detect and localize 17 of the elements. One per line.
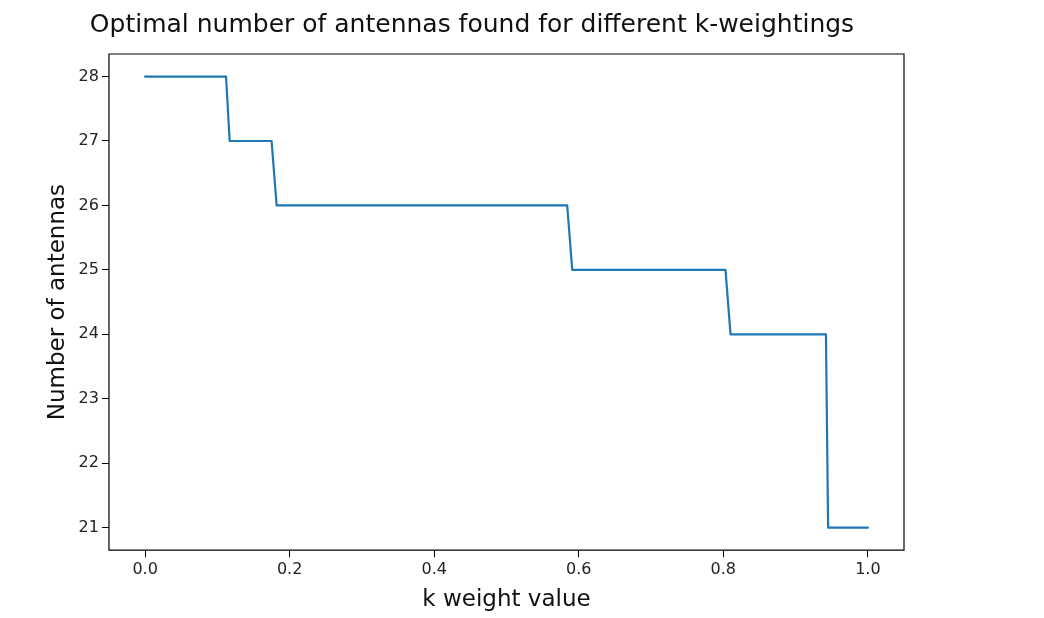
y-axis-title: Number of antennas: [42, 183, 69, 421]
x-tick-label: 0.0: [132, 558, 158, 578]
x-tick-label: 0.8: [710, 558, 737, 578]
x-axis-title: k weight value: [422, 585, 591, 612]
chart-title: Optimal number of antennas found for different k-weightings: [89, 8, 855, 38]
x-tick-label: 0.2: [276, 558, 303, 578]
x-tick-label: 0.6: [566, 558, 592, 578]
y-tick-label: 22: [78, 452, 99, 472]
y-tick-label: 26: [78, 194, 99, 214]
x-tick-label: 0.4: [421, 558, 447, 578]
y-tick-label: 21: [78, 516, 99, 536]
x-tick-label: 1.0: [855, 558, 881, 578]
y-tick-label: 25: [78, 259, 99, 279]
y-tick-label: 28: [78, 65, 99, 85]
y-tick-label: 23: [78, 387, 99, 407]
y-tick-label: 24: [78, 323, 99, 343]
y-tick-label: 27: [78, 130, 99, 150]
